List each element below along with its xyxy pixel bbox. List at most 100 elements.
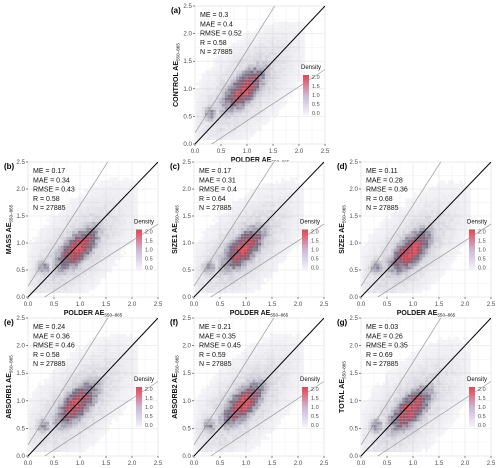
density-bin: [57, 227, 61, 231]
density-bin: [112, 215, 116, 219]
density-bin: [439, 215, 443, 219]
density-bin: [200, 272, 204, 276]
density-bin: [253, 131, 257, 134]
density-bin: [235, 239, 239, 243]
density-bin: [250, 85, 254, 89]
density-bin: [370, 245, 374, 249]
density-bin: [267, 94, 271, 98]
density-bin: [282, 73, 285, 77]
density-bin: [273, 88, 277, 92]
density-bin: [286, 236, 290, 240]
density-bin: [235, 257, 239, 261]
density-bin: [72, 215, 75, 219]
density-bin: [100, 263, 104, 267]
density-bin: [132, 204, 136, 207]
density-bin: [442, 257, 446, 261]
density-bin: [97, 257, 101, 261]
density-bin: [209, 266, 213, 270]
density-bin: [77, 198, 81, 202]
density-bin: [410, 290, 414, 294]
density-bin: [253, 94, 257, 98]
density-bin: [77, 195, 81, 199]
density-bin: [100, 227, 104, 231]
density-bin: [97, 248, 101, 252]
density-bin: [382, 251, 386, 255]
density-bin: [57, 242, 61, 246]
density-bin: [235, 236, 239, 240]
density-bin: [236, 67, 240, 71]
density-bin: [49, 409, 53, 413]
density-bin: [256, 39, 260, 43]
density-bin: [448, 224, 451, 228]
density-bin: [89, 212, 93, 216]
density-bin: [264, 103, 268, 107]
density-bin: [448, 186, 451, 190]
density-bin: [115, 242, 118, 246]
y-tick-label: 1.5: [349, 213, 358, 220]
density-bin: [425, 257, 429, 261]
density-bin: [198, 242, 201, 246]
density-bin: [32, 254, 35, 258]
density-bin: [239, 137, 242, 140]
density-bin: [365, 242, 368, 246]
density-bin: [60, 394, 64, 398]
density-bin: [462, 195, 466, 199]
density-bin: [261, 121, 265, 125]
density-bin: [235, 284, 239, 288]
density-bin: [448, 218, 451, 222]
density-bin: [243, 233, 247, 237]
density-bin: [445, 254, 449, 258]
density-bin: [266, 221, 270, 225]
density-bin: [200, 278, 204, 282]
density-bin: [275, 233, 279, 237]
density-bin: [92, 248, 96, 252]
density-bin: [238, 230, 241, 234]
density-bin: [57, 278, 61, 282]
density-bin: [298, 207, 302, 210]
density-bin: [46, 400, 50, 404]
density-bin: [430, 242, 434, 246]
density-bin: [362, 263, 366, 267]
density-bin: [236, 61, 240, 65]
density-bin: [210, 76, 214, 80]
density-bin: [379, 224, 383, 228]
density-bin: [267, 106, 271, 110]
density-bin: [109, 177, 113, 181]
density-bin: [43, 427, 47, 431]
density-bin: [198, 287, 201, 291]
density-bin: [427, 218, 431, 222]
density-bin: [385, 275, 388, 279]
density-bin: [396, 227, 400, 231]
density-bin: [223, 284, 227, 288]
density-bin: [367, 245, 371, 249]
y-tick-label: 2.5: [183, 3, 192, 10]
density-bin: [264, 70, 268, 74]
density-bin: [69, 284, 73, 288]
density-bin: [120, 215, 124, 219]
density-bin: [218, 239, 221, 243]
density-bin: [427, 266, 431, 270]
density-bin: [203, 251, 207, 255]
density-bin: [117, 198, 121, 202]
density-bin: [210, 118, 214, 122]
density-bin: [427, 284, 431, 288]
density-bin: [269, 245, 273, 249]
density-bin: [379, 269, 383, 273]
density-bin: [436, 183, 440, 187]
density-bin: [34, 421, 38, 425]
density-bin: [229, 227, 233, 231]
density-bin: [69, 290, 73, 294]
density-bin: [379, 272, 383, 276]
density-bin: [115, 230, 118, 234]
density-bin: [74, 412, 78, 416]
density-bin: [238, 207, 241, 210]
density-bin: [120, 218, 124, 222]
density-bin: [229, 251, 233, 255]
density-bin: [86, 266, 90, 270]
density-bin: [212, 284, 216, 288]
density-bin: [57, 382, 61, 386]
density-bin: [302, 49, 305, 52]
density-bin: [52, 370, 55, 374]
density-bin: [100, 236, 104, 240]
density-bin: [212, 278, 216, 282]
